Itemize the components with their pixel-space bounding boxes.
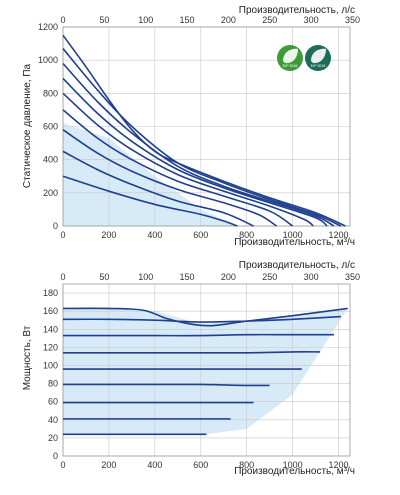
pressure-x-tick-label: 600 <box>193 230 208 240</box>
pressure-x2-tick-label: 350 <box>345 15 360 25</box>
pressure-series-1-line <box>62 175 238 227</box>
power-bottom-axis-label: Производительность, м³/ч <box>234 466 355 477</box>
pressure-x-tick-label: 1200 <box>329 230 349 240</box>
power-y-tick-label: 120 <box>43 342 58 352</box>
power-x2-tick-label: 0 <box>60 272 65 282</box>
pressure-chart: Производительность, л/с Производительнос… <box>22 5 360 248</box>
pressure-series-6-line <box>62 77 328 227</box>
pressure-y-tick-label: 1200 <box>38 22 58 32</box>
power-y-tick-label: 100 <box>43 360 58 370</box>
power-series-7-line <box>62 333 334 337</box>
power-x2-tick-label: 350 <box>345 272 360 282</box>
pressure-series-9-line <box>62 34 346 227</box>
power-x2-tick-label: 250 <box>262 272 277 282</box>
power-y-tick-label: 20 <box>48 433 58 443</box>
power-x2-tick-label: 300 <box>304 272 319 282</box>
power-x-tick-label: 600 <box>193 460 208 470</box>
power-operating-area <box>63 308 348 435</box>
pressure-y-axis-label: Статическое давление, Па <box>22 63 33 188</box>
power-x-tick-label: 0 <box>60 460 65 470</box>
power-top-axis-label: Производительность, л/с <box>239 260 355 271</box>
pressure-x-tick-label: 800 <box>239 230 254 240</box>
power-y-tick-label: 0 <box>53 451 58 461</box>
power-y-tick-label: 80 <box>48 379 58 389</box>
pressure-x-tick-label: 200 <box>101 230 116 240</box>
power-y-axis-label: Мощность, Вт <box>22 325 33 390</box>
power-x-tick-label: 400 <box>147 460 162 470</box>
power-x2-tick-label: 50 <box>99 272 109 282</box>
power-plot-frame <box>62 283 351 457</box>
power-series-9-line <box>62 307 348 327</box>
pressure-x2-tick-label: 0 <box>60 15 65 25</box>
erp-2018-badge: ErP 2018 <box>305 45 331 71</box>
power-x-tick-label: 1200 <box>329 460 349 470</box>
power-series-8-line <box>62 315 341 323</box>
pressure-top-axis-label: Производительность, л/с <box>239 5 355 16</box>
pressure-plot-frame <box>62 26 351 227</box>
power-series-6-line <box>63 351 321 354</box>
power-x-tick-label: 800 <box>239 460 254 470</box>
pressure-x2-tick-label: 100 <box>138 15 153 25</box>
pressure-series-8-line <box>62 48 342 227</box>
power-y-tick-label: 160 <box>43 306 58 316</box>
pressure-series-7-line <box>62 62 335 227</box>
pressure-y-tick-label: 800 <box>43 88 58 98</box>
pressure-operating-area <box>63 123 238 226</box>
power-chart: Производительность, л/с Производительнос… <box>22 260 360 477</box>
pressure-series-5-line <box>62 92 314 227</box>
power-series-4-line <box>63 383 270 387</box>
pressure-x2-tick-label: 250 <box>262 15 277 25</box>
power-x2-tick-label: 200 <box>221 272 236 282</box>
pressure-x2-tick-label: 50 <box>99 15 109 25</box>
erp-2016-badge-text: ErP 2016 <box>283 64 298 68</box>
power-y-tick-label: 60 <box>48 397 58 407</box>
pressure-x2-tick-label: 200 <box>221 15 236 25</box>
pressure-x2-tick-label: 300 <box>304 15 319 25</box>
power-x2-tick-label: 150 <box>180 272 195 282</box>
pressure-bottom-axis-label: Производительность, м³/ч <box>234 237 355 248</box>
pressure-series-2-line <box>62 150 254 227</box>
leaf-icon <box>311 48 326 64</box>
pressure-y-tick-label: 0 <box>53 221 58 231</box>
pressure-x-tick-label: 400 <box>147 230 162 240</box>
power-y-tick-label: 180 <box>43 288 58 298</box>
pressure-y-tick-label: 400 <box>43 155 58 165</box>
power-y-tick-label: 140 <box>43 324 58 334</box>
pressure-y-tick-label: 600 <box>43 122 58 132</box>
erp-2016-badge: ErP 2016 <box>277 45 303 71</box>
leaf-icon <box>283 48 298 64</box>
erp-2018-badge-text: ErP 2018 <box>311 64 326 68</box>
pressure-x-tick-label: 0 <box>60 230 65 240</box>
pressure-series-4-line <box>62 109 294 227</box>
power-y-tick-label: 40 <box>48 415 58 425</box>
pressure-series-3-line <box>62 129 277 227</box>
pressure-x2-tick-label: 150 <box>180 15 195 25</box>
power-x-tick-label: 200 <box>101 460 116 470</box>
power-x2-tick-label: 100 <box>138 272 153 282</box>
pressure-y-tick-label: 1000 <box>38 55 58 65</box>
power-x-tick-label: 1000 <box>283 460 303 470</box>
pressure-y-tick-label: 200 <box>43 188 58 198</box>
pressure-x-tick-label: 1000 <box>283 230 303 240</box>
